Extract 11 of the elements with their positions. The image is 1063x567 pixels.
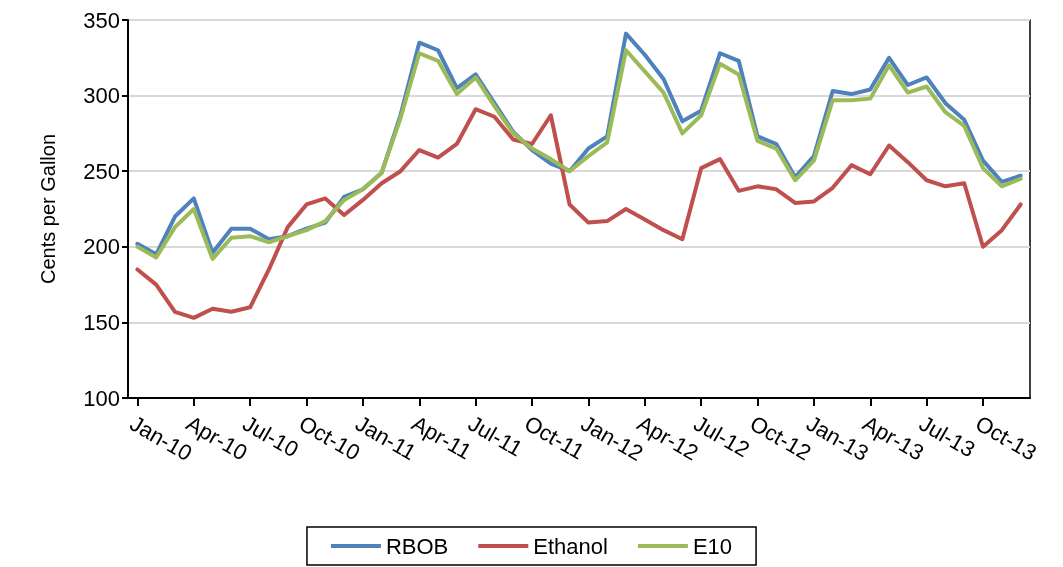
y-tick-label: 100	[83, 385, 120, 411]
y-tick-label: 150	[83, 309, 120, 335]
y-tick-label: 250	[83, 158, 120, 184]
legend-label: RBOB	[385, 533, 449, 559]
y-tick-label: 350	[83, 7, 120, 33]
legend-label: E10	[692, 533, 733, 559]
legend-label: Ethanol	[533, 533, 608, 559]
line-series	[135, 107, 1023, 320]
y-tick-label: 200	[83, 234, 120, 260]
y-axis-title: Cents per Gallon	[37, 133, 59, 285]
y-tick-label: 300	[83, 83, 120, 109]
